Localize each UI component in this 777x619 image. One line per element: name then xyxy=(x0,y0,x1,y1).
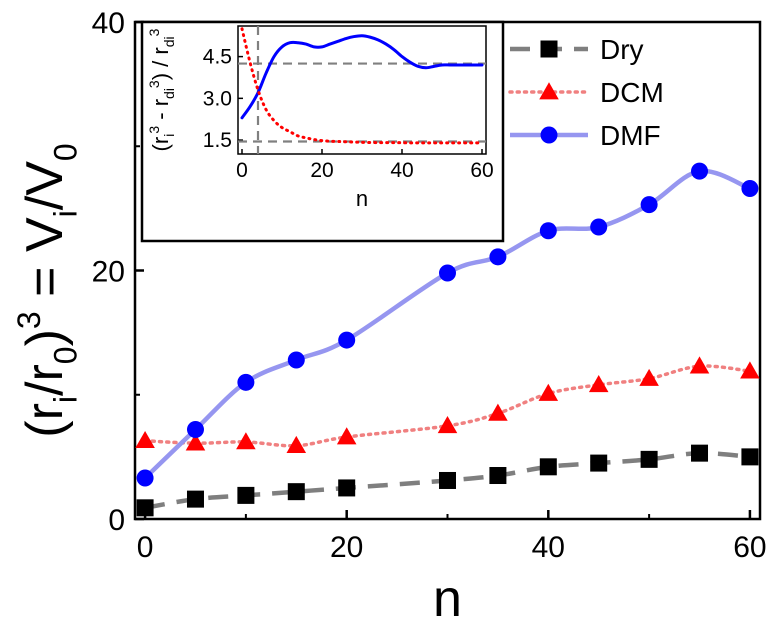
axis-titles: n(ri/r0)3 = Vi/V0 xyxy=(11,143,462,619)
label-part: (r xyxy=(148,137,173,152)
label-part: di xyxy=(161,88,177,99)
inset-chart: 0 20 40 601.53.04.5n(ri3 - rdi3) / rdi3 xyxy=(140,20,505,243)
data-point-dmf xyxy=(590,218,608,236)
label-part: 0 xyxy=(48,346,84,364)
y-tick-label: 0 xyxy=(108,504,125,537)
data-point-dry xyxy=(186,490,204,508)
data-point-dry xyxy=(287,483,305,501)
inset-y-tick-label: 3.0 xyxy=(203,87,232,110)
main-axis-ticks: 0 20 40 60 0 20 40 xyxy=(92,7,767,564)
data-point-dry xyxy=(691,444,709,462)
data-point-dry xyxy=(237,486,255,504)
inset-panel xyxy=(140,20,505,243)
y-tick-label: 20 xyxy=(92,256,125,289)
data-point-dmf xyxy=(287,351,305,369)
label-part: 3 xyxy=(146,126,162,134)
legend-label-dmf: DMF xyxy=(600,120,661,151)
data-point-dcm xyxy=(437,416,458,434)
label-part: i xyxy=(161,134,177,137)
data-point-dcm xyxy=(286,435,307,454)
legend-marker-dry xyxy=(540,40,558,58)
data-point-dcm xyxy=(588,375,609,393)
x-tick-label: 20 xyxy=(330,531,363,564)
label-part: di xyxy=(161,36,177,47)
series-dcm xyxy=(135,356,760,454)
label-part: = V xyxy=(16,217,74,311)
label-part: /r xyxy=(16,364,74,396)
inset-x-tick-label: 0 xyxy=(236,159,248,182)
data-point-dmf xyxy=(539,222,557,240)
data-point-dcm xyxy=(135,430,155,449)
data-point-dcm xyxy=(538,383,559,401)
inset-y-axis-title: (ri3 - rdi3) / rdi3 xyxy=(146,28,177,151)
inset-series-line-blue xyxy=(240,34,484,120)
inset-x-tick-label: 40 xyxy=(390,159,413,182)
x-tick-label: 40 xyxy=(532,531,565,564)
data-point-dcm xyxy=(336,427,357,445)
data-point-dmf xyxy=(186,421,204,439)
legend: Dry DCM DMF xyxy=(508,34,664,151)
inset-x-axis-title: n xyxy=(356,186,368,211)
data-point-dmf xyxy=(640,196,658,214)
label-part: ) xyxy=(16,329,74,346)
data-point-dry xyxy=(136,499,154,517)
x-axis-title: n xyxy=(433,570,462,619)
label-part: (r xyxy=(16,403,74,438)
label-part: 0 xyxy=(48,143,84,161)
data-point-dry xyxy=(741,448,759,466)
label-part: i xyxy=(48,396,84,403)
y-tick-label: 40 xyxy=(92,7,125,40)
x-tick-label: 0 xyxy=(137,531,154,564)
label-part: /V xyxy=(16,161,74,210)
legend-marker-dcm xyxy=(539,82,559,100)
data-point-dry xyxy=(439,471,456,489)
legend-label-dry: Dry xyxy=(600,34,644,65)
data-point-dmf xyxy=(237,373,255,391)
data-point-dcm xyxy=(740,361,760,379)
main-plot-series xyxy=(135,162,760,517)
label-part: - r xyxy=(148,99,173,126)
inset-x-tick-label: 60 xyxy=(470,159,493,182)
legend-marker-dmf xyxy=(540,126,558,144)
data-point-dcm xyxy=(236,432,256,450)
data-point-dmf xyxy=(136,469,154,487)
label-part: i xyxy=(48,210,84,217)
data-point-dmf xyxy=(691,162,709,180)
data-point-dry xyxy=(640,450,658,468)
data-point-dmf xyxy=(439,264,456,282)
series-dmf xyxy=(136,162,759,487)
data-point-dry xyxy=(590,454,608,472)
x-tick-label: 60 xyxy=(733,531,766,564)
data-point-dmf xyxy=(489,248,507,266)
y-axis-title: (ri/r0)3 = Vi/V0 xyxy=(11,143,83,437)
inset-x-tick-label: 20 xyxy=(310,159,333,182)
data-point-dmf xyxy=(741,179,759,197)
data-point-dry xyxy=(338,479,356,497)
data-point-dry xyxy=(489,467,507,485)
series-dry xyxy=(136,444,759,517)
legend-label-dcm: DCM xyxy=(600,77,664,108)
data-point-dmf xyxy=(338,331,356,349)
label-part: 3 xyxy=(11,311,47,329)
data-point-dry xyxy=(539,458,557,476)
inset-series-line-red xyxy=(240,27,484,145)
data-point-dcm xyxy=(639,368,659,386)
inset-y-tick-label: 1.5 xyxy=(203,129,232,152)
label-part: 3 xyxy=(146,80,162,88)
data-point-dcm xyxy=(185,433,206,451)
label-part: 3 xyxy=(146,28,162,36)
data-point-dcm xyxy=(689,356,710,374)
inset-plot-frame xyxy=(237,25,487,155)
data-point-dcm xyxy=(488,403,508,421)
inset-y-tick-label: 4.5 xyxy=(203,46,232,69)
label-part: ) / r xyxy=(148,47,173,80)
